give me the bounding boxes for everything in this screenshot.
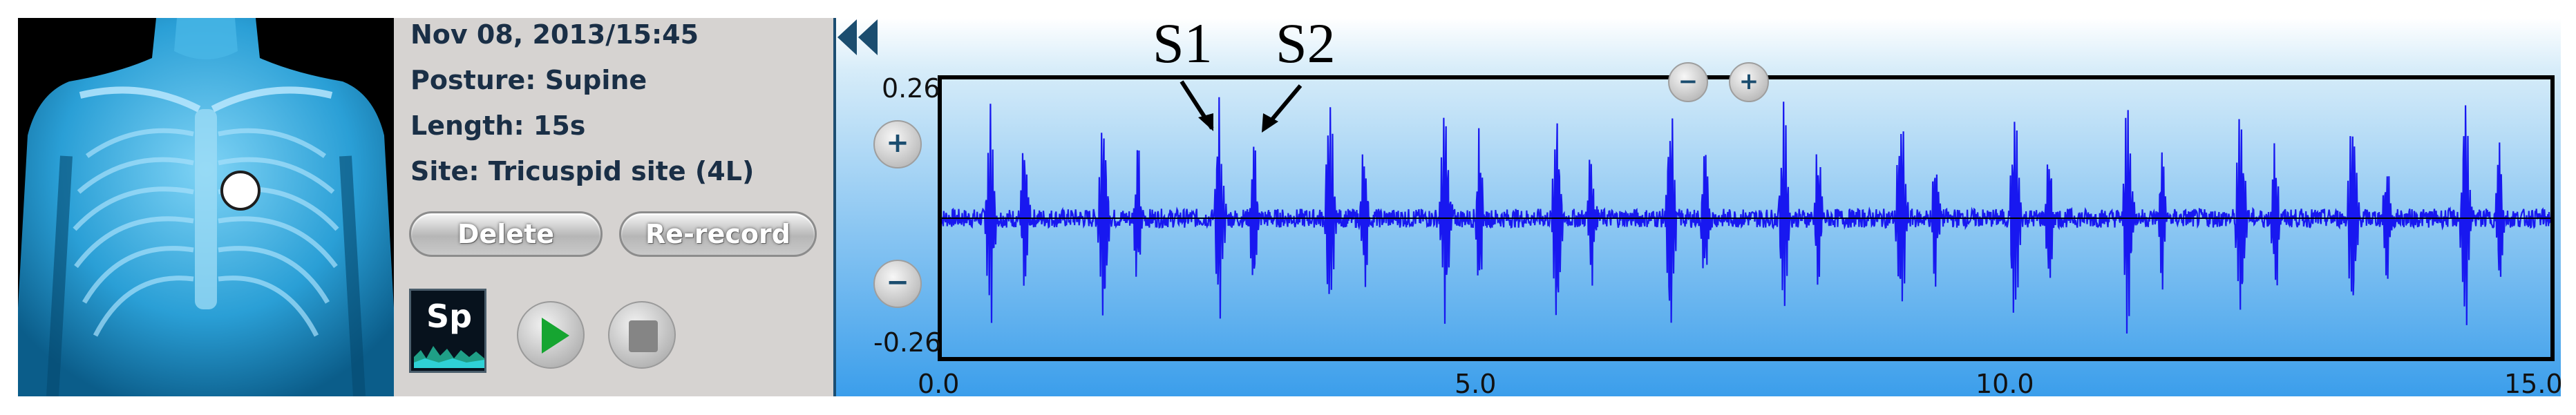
y-tick-label: -0.26 xyxy=(873,327,942,358)
time-zoom-out-button[interactable]: − xyxy=(1668,62,1708,102)
recording-info-panel: Nov 08, 2013/15:45 Posture: Supine Lengt… xyxy=(394,18,836,396)
x-tick-label: 0.0 xyxy=(918,369,960,399)
time-zoom-in-button[interactable]: + xyxy=(1729,62,1769,102)
delete-button[interactable]: Delete xyxy=(409,211,603,257)
y-tick-label: 0.26 xyxy=(882,73,940,104)
stop-icon xyxy=(629,320,658,352)
waveform-plot xyxy=(938,97,2554,334)
play-icon xyxy=(542,318,569,354)
x-tick-label: 10.0 xyxy=(1976,369,2034,399)
spectrogram-label: Sp xyxy=(426,298,473,335)
heart-sound-waveform-line xyxy=(938,97,2554,334)
record-site: Site: Tricuspid site (4L) xyxy=(410,156,755,186)
stop-button[interactable] xyxy=(608,301,676,369)
spectrogram-button[interactable]: Sp xyxy=(409,289,486,373)
waveform-panel: S1 S2 0.26 -0.26 0.0 5.0 10.0 15.0 − + +… xyxy=(836,12,2563,399)
rewind-icon[interactable] xyxy=(836,18,880,57)
record-datetime: Nov 08, 2013/15:45 xyxy=(410,19,699,50)
chest-anatomy-panel xyxy=(18,18,394,396)
s1-annotation: S1 xyxy=(1153,12,1213,75)
amplitude-zoom-in-button[interactable]: + xyxy=(873,120,922,168)
auscultation-site-marker-icon[interactable] xyxy=(220,171,261,211)
s2-annotation: S2 xyxy=(1276,12,1336,75)
record-length: Length: 15s xyxy=(410,110,586,141)
rerecord-button[interactable]: Re-record xyxy=(619,211,817,257)
amplitude-zoom-out-button[interactable]: − xyxy=(873,260,922,308)
chest-xray-image xyxy=(18,18,394,396)
play-button[interactable] xyxy=(517,301,585,369)
x-tick-label: 5.0 xyxy=(1455,369,1497,399)
spectrogram-icon xyxy=(414,346,484,368)
x-tick-label: 15.0 xyxy=(2504,369,2563,399)
record-posture: Posture: Supine xyxy=(410,65,647,95)
